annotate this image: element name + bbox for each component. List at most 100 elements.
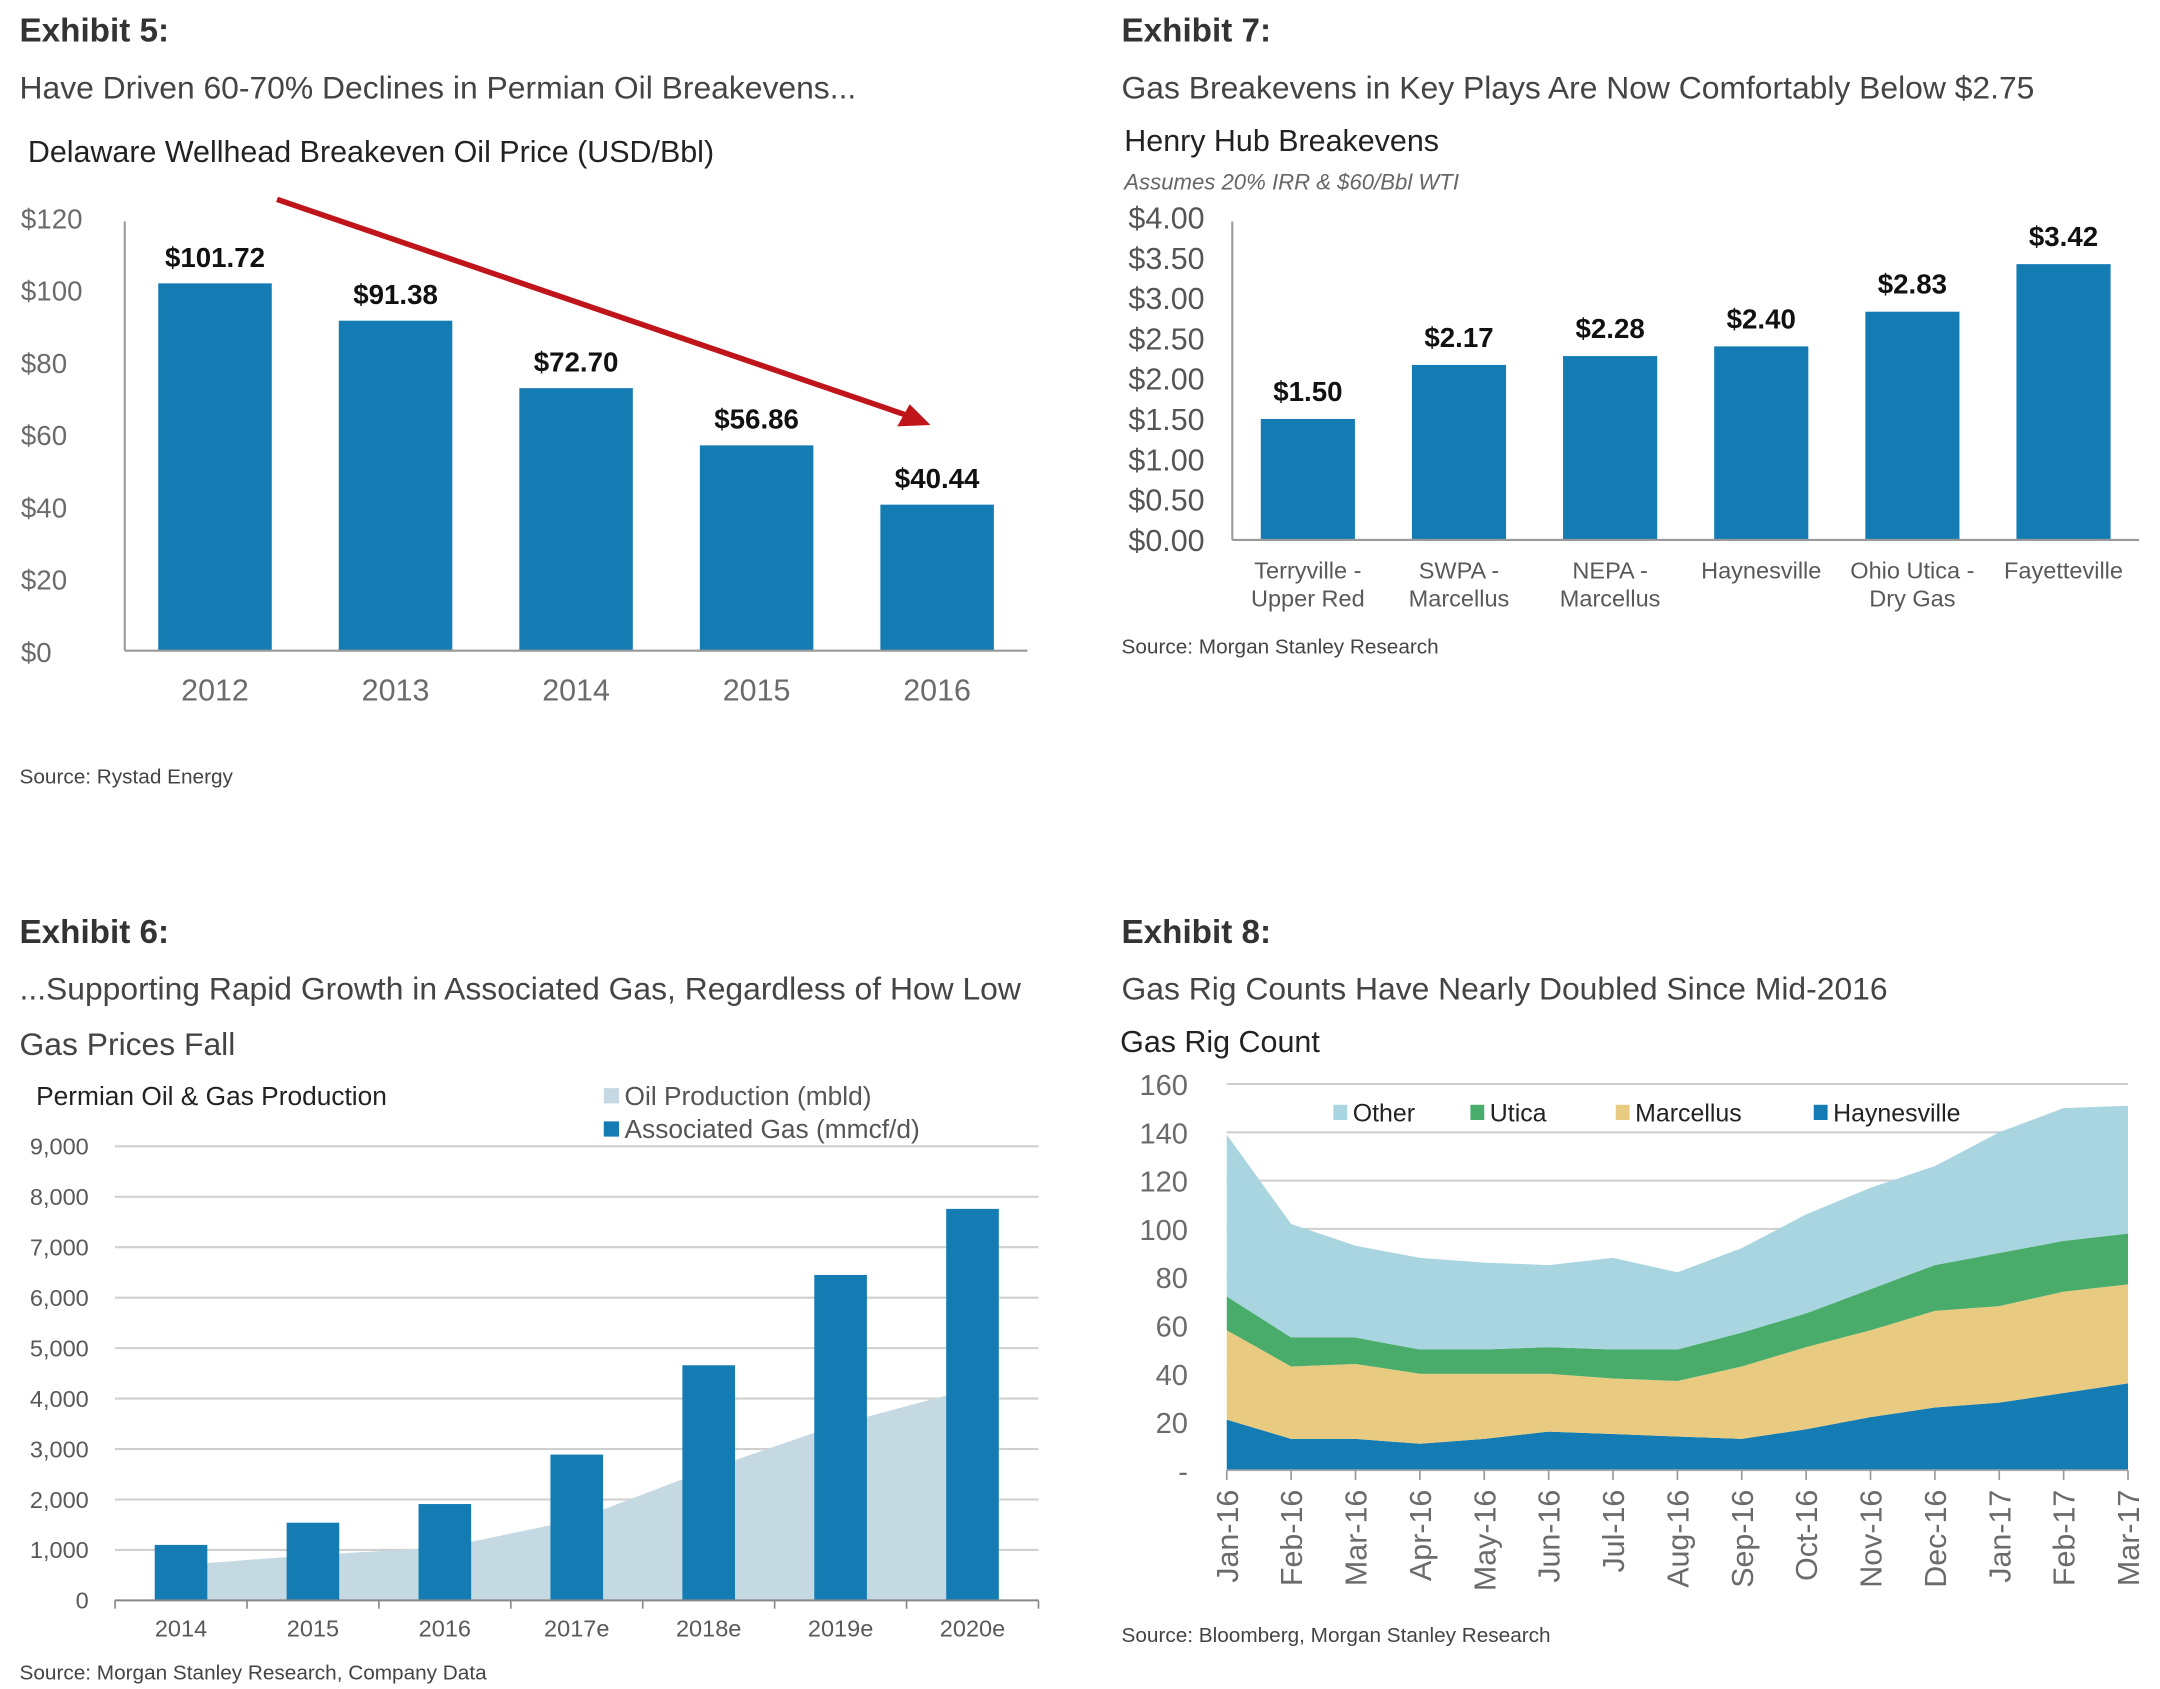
source-note: Source: Rystad Energy (20, 766, 234, 789)
y-tick-label: 5,000 (30, 1335, 89, 1361)
trend-arrow-line (276, 196, 912, 420)
legend-swatch (1470, 1104, 1485, 1121)
x-tick-label: Jul-16 (1597, 1490, 1631, 1573)
y-tick-label: 80 (1156, 1263, 1188, 1295)
source-note: Source: Morgan Stanley Research, Company… (20, 1661, 488, 1684)
x-tick-label: Upper Red (1251, 585, 1365, 611)
data-label: $56.86 (714, 404, 799, 435)
chart-title: Permian Oil & Gas Production (36, 1081, 387, 1111)
chart-gas-rig-count: - 20 40 60 80 100 120 140 160 Jan-16 Feb-16 Mar-16 A… (1139, 1070, 2146, 1591)
legend-label: Oil Production (mbld) (625, 1081, 872, 1111)
chart-delaware-breakeven: $0 $20 $40 $60 $80 $100 $120 $101.72 2012 $91.38 2… (21, 196, 1028, 708)
x-tick-label: Feb-16 (1275, 1490, 1309, 1586)
bar (699, 445, 814, 651)
y-tick-label: $3.00 (1128, 282, 1204, 316)
x-tick-label: Mar-16 (1340, 1490, 1374, 1586)
bar (880, 504, 994, 651)
x-tick-label: Marcellus (1560, 585, 1661, 611)
legend-label: Marcellus (1635, 1099, 1742, 1127)
x-tick-label: Ohio Utica - (1850, 558, 1974, 584)
y-tick-label: - (1178, 1456, 1188, 1488)
exhibit-subtitle-line-2: Gas Prices Fall (20, 1026, 236, 1062)
y-tick-label: 100 (1139, 1215, 1188, 1247)
associated-gas-bar (418, 1504, 472, 1601)
chart-henry-hub-breakevens: $0.00 $0.50 $1.00 $1.50 $2.00 $2.50 $3.00 $3.50… (1128, 201, 2140, 611)
y-tick-label: 4,000 (30, 1386, 89, 1412)
x-tick-label: NEPA - (1572, 558, 1647, 584)
x-tick-label: Dec-16 (1919, 1490, 1953, 1588)
y-tick-label: $40 (21, 492, 67, 523)
x-tick-label: 2013 (362, 674, 430, 708)
x-tick-label: 2016 (903, 674, 971, 708)
legend-label: Other (1353, 1099, 1415, 1127)
exhibit-label: Exhibit 6: (20, 914, 170, 951)
x-tick-label: Jan-16 (1211, 1490, 1245, 1583)
x-tick-label: 2014 (155, 1615, 207, 1641)
x-tick-label: Oct-16 (1790, 1490, 1824, 1581)
x-tick-label: 2016 (419, 1615, 471, 1641)
x-tick-label: 2015 (287, 1615, 339, 1641)
exhibit-6: Exhibit 6: ...Supporting Rapid Growth in… (20, 914, 1040, 1684)
bar (2016, 264, 2111, 540)
y-tick-label: $2.00 (1128, 363, 1204, 397)
x-tick-label: Mar-17 (2112, 1490, 2146, 1586)
data-label: $2.40 (1727, 303, 1796, 334)
y-tick-label: 9,000 (30, 1134, 89, 1160)
legend-swatch (1333, 1104, 1348, 1121)
x-tick-label: Dry Gas (1869, 585, 1955, 611)
y-tick-label: 0 (76, 1588, 89, 1614)
chart-title: Gas Rig Count (1120, 1025, 1320, 1059)
y-tick-label: $120 (21, 203, 83, 234)
area-marcellus (1226, 1284, 2129, 1444)
exhibit-5: Exhibit 5: Have Driven 60-70% Declines i… (20, 13, 1028, 789)
associated-gas-bar (286, 1522, 340, 1601)
x-tick-label: 2020e (940, 1615, 1005, 1641)
x-tick-label: 2017e (544, 1615, 609, 1641)
y-tick-label: $20 (21, 565, 67, 596)
y-tick-label: $100 (21, 276, 83, 307)
x-tick-label: 2019e (808, 1615, 873, 1641)
x-tick-label: 2014 (542, 674, 610, 708)
y-tick-label: 60 (1156, 1311, 1188, 1343)
exhibit-label: Exhibit 7: (1122, 13, 1272, 50)
data-label: $40.44 (895, 463, 980, 494)
bar (338, 320, 453, 651)
data-label: $91.38 (353, 279, 438, 310)
data-label: $1.50 (1273, 376, 1342, 407)
area-haynesville (1226, 1383, 2129, 1471)
associated-gas-bar (682, 1365, 735, 1601)
legend-swatch (603, 1088, 619, 1104)
y-tick-label: $1.50 (1128, 403, 1204, 437)
bar (1714, 346, 1809, 540)
exhibit-label: Exhibit 5: (20, 13, 170, 50)
x-tick-label: 2015 (723, 674, 791, 708)
data-label: $2.83 (1878, 269, 1947, 300)
x-tick-label: Terryville - (1254, 558, 1361, 584)
x-tick-label: Marcellus (1409, 585, 1510, 611)
data-label: $72.70 (534, 347, 619, 378)
exhibit-subtitle: Gas Rig Counts Have Nearly Doubled Since… (1122, 971, 1888, 1007)
x-tick-label: Haynesville (1701, 558, 1821, 584)
y-tick-label: $3.50 (1128, 242, 1204, 276)
exhibit-subtitle: Have Driven 60-70% Declines in Permian O… (20, 69, 857, 105)
exhibit-8: Exhibit 8: Gas Rig Counts Have Nearly Do… (1120, 914, 2146, 1647)
y-tick-label: 8,000 (30, 1184, 89, 1210)
source-note: Source: Bloomberg, Morgan Stanley Resear… (1122, 1624, 1551, 1647)
associated-gas-bar (154, 1544, 208, 1601)
y-tick-label: $0.00 (1128, 524, 1204, 558)
y-tick-label: 40 (1156, 1360, 1188, 1392)
x-tick-label: SWPA - (1419, 558, 1500, 584)
y-tick-label: 20 (1156, 1408, 1188, 1440)
y-tick-label: 140 (1139, 1118, 1188, 1150)
legend-swatch (603, 1121, 619, 1137)
associated-gas-bar (814, 1274, 867, 1601)
chart-title: Delaware Wellhead Breakeven Oil Price (U… (28, 135, 714, 169)
legend-swatch (1615, 1104, 1630, 1121)
x-tick-label: Nov-16 (1855, 1490, 1889, 1588)
associated-gas-bar (550, 1454, 604, 1601)
bar (1865, 311, 1960, 540)
data-label: $2.28 (1575, 313, 1644, 344)
y-tick-label: 160 (1139, 1070, 1188, 1102)
legend-label: Utica (1490, 1099, 1547, 1127)
chart-subtitle: Assumes 20% IRR & $60/Bbl WTI (1122, 170, 1459, 195)
